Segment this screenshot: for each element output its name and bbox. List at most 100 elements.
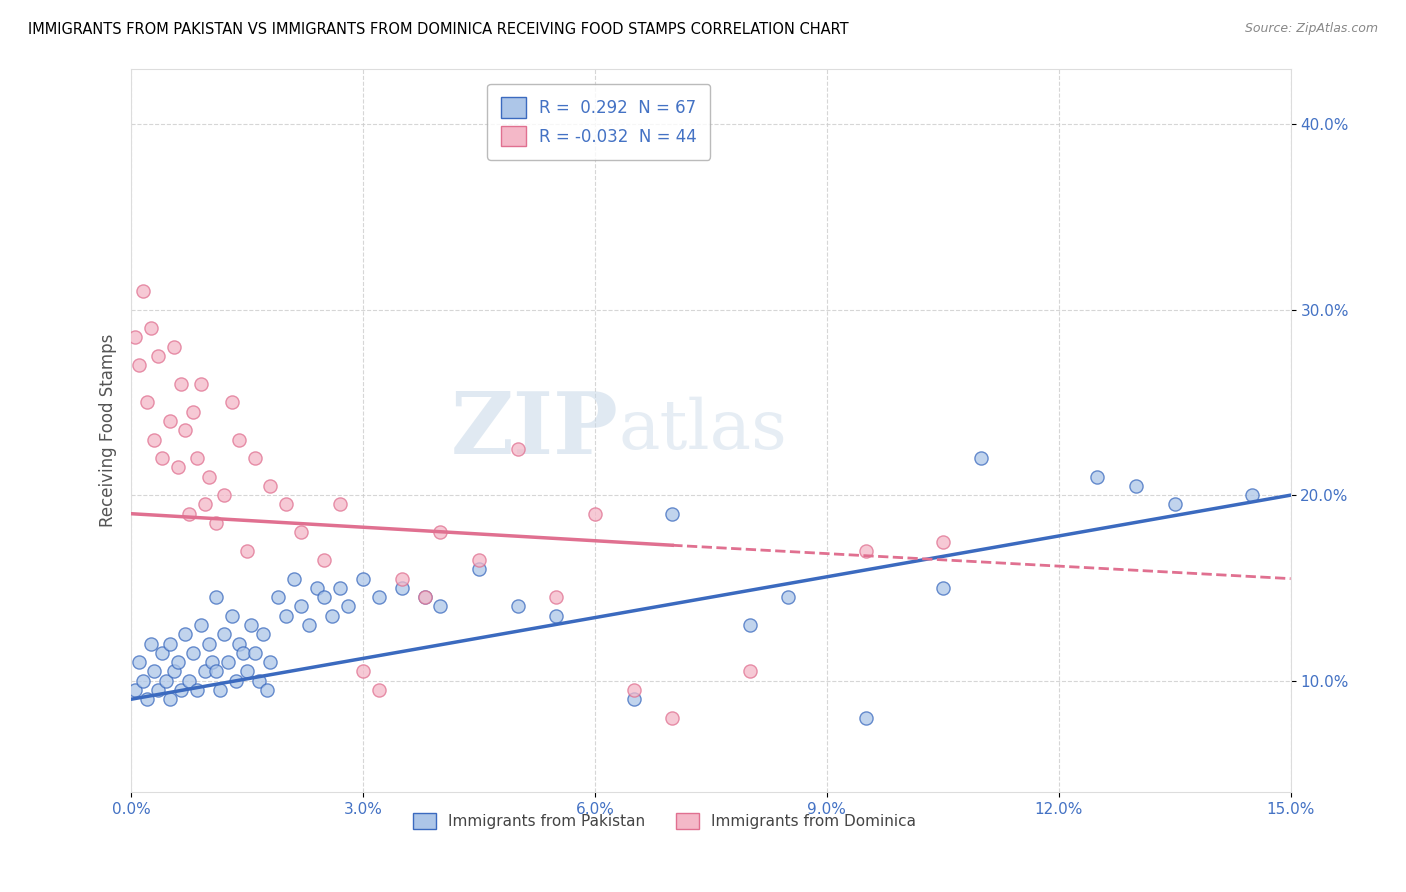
Point — [179, 673, 201, 688]
Point — [583, 507, 606, 521]
Point — [225, 673, 247, 688]
Point — [139, 636, 162, 650]
Point — [186, 682, 208, 697]
Point — [352, 572, 374, 586]
Text: Source: ZipAtlas.com: Source: ZipAtlas.com — [1244, 22, 1378, 36]
Point — [201, 655, 224, 669]
Text: IMMIGRANTS FROM PAKISTAN VS IMMIGRANTS FROM DOMINICA RECEIVING FOOD STAMPS CORRE: IMMIGRANTS FROM PAKISTAN VS IMMIGRANTS F… — [28, 22, 849, 37]
Point — [243, 646, 266, 660]
Point — [132, 673, 155, 688]
Point — [190, 618, 212, 632]
Point — [143, 665, 166, 679]
Point — [124, 682, 146, 697]
Y-axis label: Receiving Food Stamps: Receiving Food Stamps — [100, 334, 117, 527]
Point — [232, 646, 254, 660]
Point — [1240, 488, 1263, 502]
Point — [305, 581, 328, 595]
Point — [290, 525, 312, 540]
Point — [236, 665, 259, 679]
Point — [190, 376, 212, 391]
Point — [194, 665, 217, 679]
Point — [150, 451, 173, 466]
Point — [205, 516, 228, 530]
Point — [391, 581, 413, 595]
Point — [267, 590, 290, 604]
Point — [738, 665, 761, 679]
Point — [298, 618, 321, 632]
Point — [367, 682, 389, 697]
Point — [661, 711, 683, 725]
Point — [132, 284, 155, 298]
Point — [212, 488, 235, 502]
Point — [166, 655, 188, 669]
Point — [135, 395, 157, 409]
Point — [159, 636, 181, 650]
Point — [506, 599, 529, 614]
Point — [128, 655, 150, 669]
Point — [174, 423, 197, 437]
Point — [970, 451, 993, 466]
Point — [236, 544, 259, 558]
Point — [329, 581, 352, 595]
Point — [247, 673, 270, 688]
Point — [240, 618, 263, 632]
Point — [243, 451, 266, 466]
Point — [367, 590, 389, 604]
Point — [170, 682, 193, 697]
Point — [468, 553, 491, 567]
Text: ZIP: ZIP — [450, 388, 619, 472]
Point — [148, 349, 170, 363]
Point — [209, 682, 232, 697]
Point — [1125, 479, 1147, 493]
Point — [506, 442, 529, 456]
Point — [623, 692, 645, 706]
Point — [124, 330, 146, 344]
Point — [135, 692, 157, 706]
Point — [468, 562, 491, 576]
Point — [228, 636, 250, 650]
Point — [174, 627, 197, 641]
Point — [932, 534, 955, 549]
Point — [181, 405, 204, 419]
Point — [194, 498, 217, 512]
Point — [391, 572, 413, 586]
Point — [163, 665, 186, 679]
Point — [352, 665, 374, 679]
Point — [932, 581, 955, 595]
Point — [274, 498, 297, 512]
Point — [546, 608, 568, 623]
Point — [159, 414, 181, 428]
Point — [314, 553, 336, 567]
Point — [738, 618, 761, 632]
Point — [314, 590, 336, 604]
Legend: Immigrants from Pakistan, Immigrants from Dominica: Immigrants from Pakistan, Immigrants fro… — [406, 806, 922, 835]
Point — [1163, 498, 1185, 512]
Point — [283, 572, 305, 586]
Point — [336, 599, 359, 614]
Point — [321, 608, 343, 623]
Point — [413, 590, 436, 604]
Point — [855, 544, 877, 558]
Point — [212, 627, 235, 641]
Text: atlas: atlas — [619, 397, 787, 464]
Point — [221, 608, 243, 623]
Point — [163, 340, 186, 354]
Point — [205, 590, 228, 604]
Point — [143, 433, 166, 447]
Point — [148, 682, 170, 697]
Point — [259, 655, 281, 669]
Point — [252, 627, 274, 641]
Point — [546, 590, 568, 604]
Point — [166, 460, 188, 475]
Point — [179, 507, 201, 521]
Point — [217, 655, 239, 669]
Point — [181, 646, 204, 660]
Point — [139, 321, 162, 335]
Point — [778, 590, 800, 604]
Point — [259, 479, 281, 493]
Point — [159, 692, 181, 706]
Point — [221, 395, 243, 409]
Point — [170, 376, 193, 391]
Point — [329, 498, 352, 512]
Point — [205, 665, 228, 679]
